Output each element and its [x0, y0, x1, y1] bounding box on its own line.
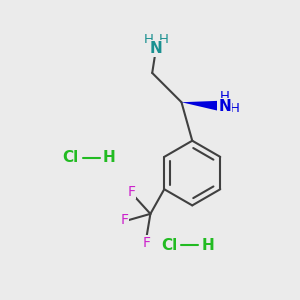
Text: F: F: [142, 236, 151, 250]
Text: H: H: [159, 33, 169, 46]
Text: N: N: [150, 41, 162, 56]
Text: H: H: [103, 150, 116, 165]
Text: F: F: [127, 184, 135, 199]
Text: Cl: Cl: [161, 238, 177, 253]
Text: N: N: [218, 99, 231, 114]
Text: H: H: [201, 238, 214, 253]
Text: F: F: [120, 213, 128, 227]
Polygon shape: [182, 101, 222, 111]
Text: H: H: [220, 90, 230, 103]
Text: Cl: Cl: [62, 150, 79, 165]
Text: H: H: [230, 102, 239, 115]
Text: H: H: [143, 33, 153, 46]
